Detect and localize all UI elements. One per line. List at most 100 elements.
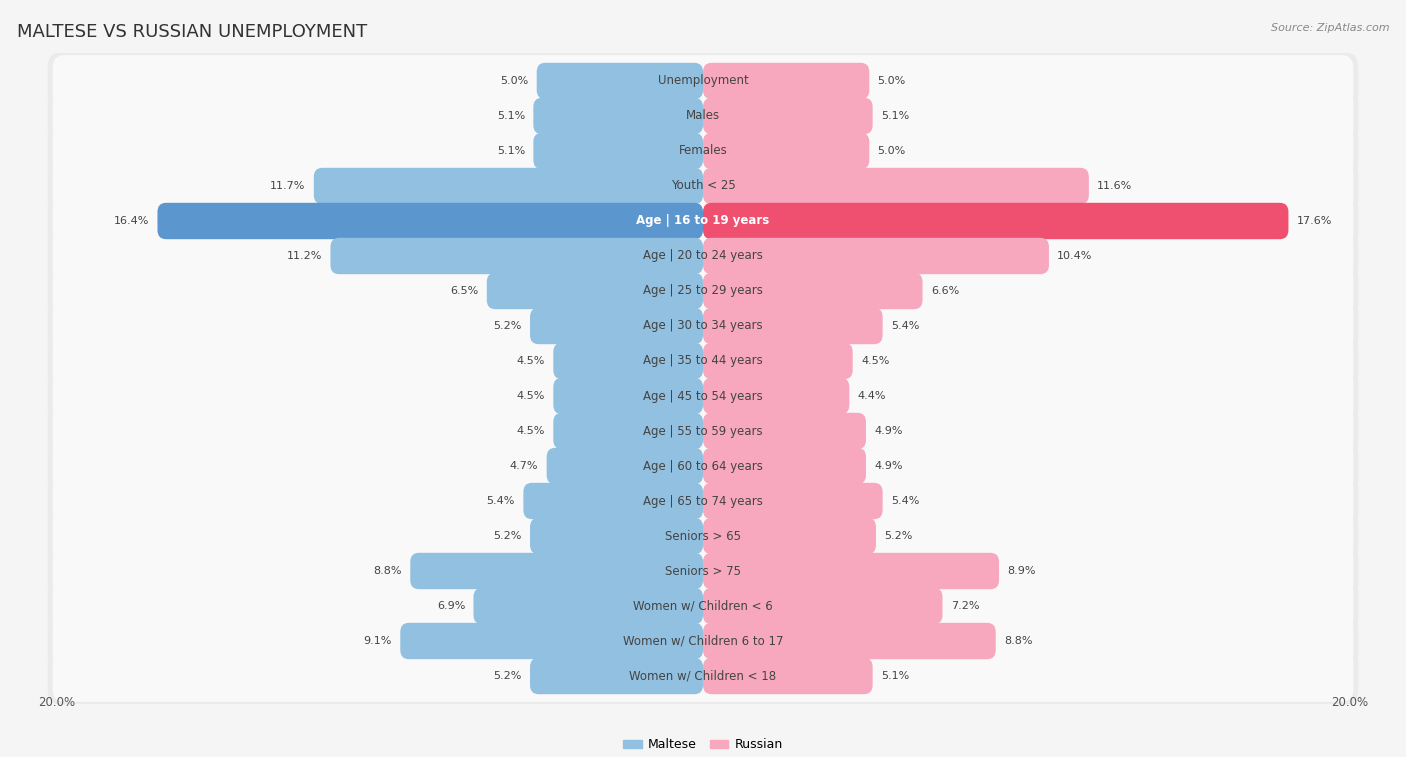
Text: 17.6%: 17.6%	[1296, 216, 1331, 226]
Text: 16.4%: 16.4%	[114, 216, 149, 226]
FancyBboxPatch shape	[533, 98, 703, 134]
Text: 4.9%: 4.9%	[875, 426, 903, 436]
FancyBboxPatch shape	[52, 55, 1354, 107]
FancyBboxPatch shape	[703, 483, 883, 519]
FancyBboxPatch shape	[411, 553, 703, 589]
FancyBboxPatch shape	[52, 300, 1354, 352]
FancyBboxPatch shape	[703, 518, 876, 554]
Text: 8.8%: 8.8%	[1004, 636, 1032, 646]
Text: 4.5%: 4.5%	[860, 356, 890, 366]
Text: 11.6%: 11.6%	[1097, 181, 1132, 191]
FancyBboxPatch shape	[703, 63, 869, 99]
Text: 4.9%: 4.9%	[875, 461, 903, 471]
FancyBboxPatch shape	[52, 160, 1354, 212]
FancyBboxPatch shape	[314, 168, 703, 204]
Text: 5.1%: 5.1%	[882, 111, 910, 121]
FancyBboxPatch shape	[703, 553, 1000, 589]
Text: 5.2%: 5.2%	[494, 321, 522, 331]
Text: Youth < 25: Youth < 25	[671, 179, 735, 192]
Text: 11.2%: 11.2%	[287, 251, 322, 261]
FancyBboxPatch shape	[48, 507, 1358, 565]
FancyBboxPatch shape	[48, 262, 1358, 319]
FancyBboxPatch shape	[474, 587, 703, 625]
Text: 8.9%: 8.9%	[1007, 566, 1036, 576]
FancyBboxPatch shape	[52, 90, 1354, 142]
FancyBboxPatch shape	[52, 370, 1354, 422]
FancyBboxPatch shape	[703, 587, 942, 625]
Text: 5.0%: 5.0%	[877, 76, 905, 86]
Text: 5.4%: 5.4%	[486, 496, 515, 506]
FancyBboxPatch shape	[48, 367, 1358, 425]
FancyBboxPatch shape	[703, 203, 1288, 239]
Text: Age | 45 to 54 years: Age | 45 to 54 years	[643, 390, 763, 403]
Text: Seniors > 65: Seniors > 65	[665, 529, 741, 543]
Text: 4.7%: 4.7%	[510, 461, 538, 471]
Text: 4.5%: 4.5%	[516, 391, 546, 401]
Text: 4.4%: 4.4%	[858, 391, 886, 401]
Text: 6.6%: 6.6%	[931, 286, 959, 296]
Text: Women w/ Children 6 to 17: Women w/ Children 6 to 17	[623, 634, 783, 647]
FancyBboxPatch shape	[52, 615, 1354, 667]
FancyBboxPatch shape	[554, 343, 703, 379]
FancyBboxPatch shape	[530, 518, 703, 554]
Text: 10.4%: 10.4%	[1057, 251, 1092, 261]
Text: Age | 55 to 59 years: Age | 55 to 59 years	[643, 425, 763, 438]
Text: 5.2%: 5.2%	[494, 671, 522, 681]
Text: 6.5%: 6.5%	[450, 286, 478, 296]
FancyBboxPatch shape	[703, 343, 852, 379]
Text: 5.0%: 5.0%	[877, 146, 905, 156]
FancyBboxPatch shape	[52, 475, 1354, 527]
Text: Age | 25 to 29 years: Age | 25 to 29 years	[643, 285, 763, 298]
Text: Males: Males	[686, 110, 720, 123]
Text: Age | 65 to 74 years: Age | 65 to 74 years	[643, 494, 763, 507]
FancyBboxPatch shape	[401, 623, 703, 659]
FancyBboxPatch shape	[533, 132, 703, 170]
Text: 4.5%: 4.5%	[516, 356, 546, 366]
Text: Age | 35 to 44 years: Age | 35 to 44 years	[643, 354, 763, 367]
FancyBboxPatch shape	[52, 580, 1354, 632]
FancyBboxPatch shape	[48, 227, 1358, 285]
Text: Age | 60 to 64 years: Age | 60 to 64 years	[643, 459, 763, 472]
Legend: Maltese, Russian: Maltese, Russian	[619, 734, 787, 756]
FancyBboxPatch shape	[52, 265, 1354, 317]
Text: Females: Females	[679, 145, 727, 157]
FancyBboxPatch shape	[523, 483, 703, 519]
Text: Women w/ Children < 18: Women w/ Children < 18	[630, 669, 776, 683]
FancyBboxPatch shape	[703, 238, 1049, 274]
FancyBboxPatch shape	[703, 168, 1088, 204]
Text: 5.4%: 5.4%	[891, 496, 920, 506]
FancyBboxPatch shape	[48, 612, 1358, 670]
Text: Source: ZipAtlas.com: Source: ZipAtlas.com	[1271, 23, 1389, 33]
FancyBboxPatch shape	[48, 298, 1358, 355]
Text: Age | 30 to 34 years: Age | 30 to 34 years	[643, 319, 763, 332]
Text: 5.1%: 5.1%	[882, 671, 910, 681]
FancyBboxPatch shape	[703, 98, 873, 134]
FancyBboxPatch shape	[52, 510, 1354, 562]
FancyBboxPatch shape	[537, 63, 703, 99]
FancyBboxPatch shape	[48, 52, 1358, 110]
Text: 5.2%: 5.2%	[884, 531, 912, 541]
FancyBboxPatch shape	[703, 623, 995, 659]
Text: 20.0%: 20.0%	[1331, 696, 1368, 709]
FancyBboxPatch shape	[554, 413, 703, 449]
Text: 8.8%: 8.8%	[374, 566, 402, 576]
FancyBboxPatch shape	[554, 378, 703, 414]
Text: 4.5%: 4.5%	[516, 426, 546, 436]
Text: Seniors > 75: Seniors > 75	[665, 565, 741, 578]
FancyBboxPatch shape	[48, 123, 1358, 179]
Text: Unemployment: Unemployment	[658, 74, 748, 88]
Text: 20.0%: 20.0%	[38, 696, 75, 709]
FancyBboxPatch shape	[48, 157, 1358, 215]
FancyBboxPatch shape	[48, 332, 1358, 390]
FancyBboxPatch shape	[52, 650, 1354, 702]
FancyBboxPatch shape	[703, 132, 869, 170]
FancyBboxPatch shape	[48, 192, 1358, 250]
FancyBboxPatch shape	[52, 545, 1354, 597]
Text: MALTESE VS RUSSIAN UNEMPLOYMENT: MALTESE VS RUSSIAN UNEMPLOYMENT	[17, 23, 367, 41]
FancyBboxPatch shape	[703, 273, 922, 309]
FancyBboxPatch shape	[52, 335, 1354, 387]
Text: Age | 16 to 19 years: Age | 16 to 19 years	[637, 214, 769, 228]
Text: 9.1%: 9.1%	[364, 636, 392, 646]
FancyBboxPatch shape	[703, 448, 866, 484]
FancyBboxPatch shape	[52, 195, 1354, 247]
